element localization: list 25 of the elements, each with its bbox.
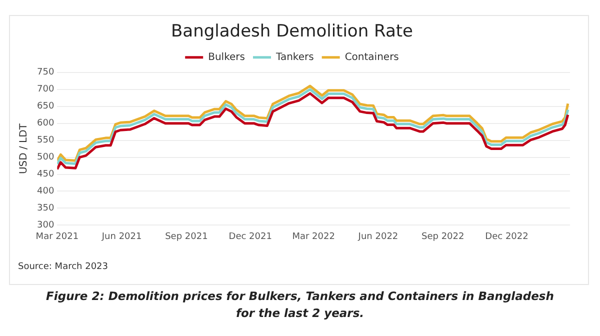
- y-tick-label: 500: [36, 152, 54, 163]
- y-tick-label: 350: [36, 204, 54, 214]
- y-tick-label: 400: [36, 186, 54, 197]
- x-tick-label: Jun 2022: [357, 232, 398, 242]
- y-axis-title: USD / LDT: [18, 122, 30, 174]
- chart-title: Bangladesh Demolition Rate: [171, 22, 413, 42]
- x-tick-label: Sep 2021: [165, 232, 208, 242]
- x-tick-label: Jun 2021: [100, 232, 142, 242]
- y-tick-label: 700: [36, 84, 54, 95]
- source-note: Source: March 2023: [18, 262, 108, 272]
- y-tick-label: 300: [36, 220, 54, 231]
- x-tick-label: Dec 2021: [228, 232, 272, 242]
- y-tick-label: 650: [36, 102, 54, 112]
- x-tick-label: Mar 2021: [36, 232, 79, 242]
- x-tick-label: Dec 2022: [485, 232, 528, 242]
- y-tick-label: 750: [36, 68, 54, 78]
- caption: Figure 2: Demolition prices for Bulkers, Tankers and Containers in Bangladesh for the last 2 years.: [45, 288, 555, 322]
- x-tick-label: Mar 2022: [292, 232, 335, 242]
- y-tick-label: 550: [36, 136, 54, 146]
- y-tick-label: 450: [36, 170, 54, 180]
- legend-label: Bulkers: [208, 52, 245, 63]
- legend-label: Tankers: [274, 52, 314, 63]
- legend-label: Containers: [344, 52, 399, 63]
- x-tick-label: Sep 2022: [421, 232, 464, 242]
- y-tick-label: 600: [36, 118, 54, 129]
